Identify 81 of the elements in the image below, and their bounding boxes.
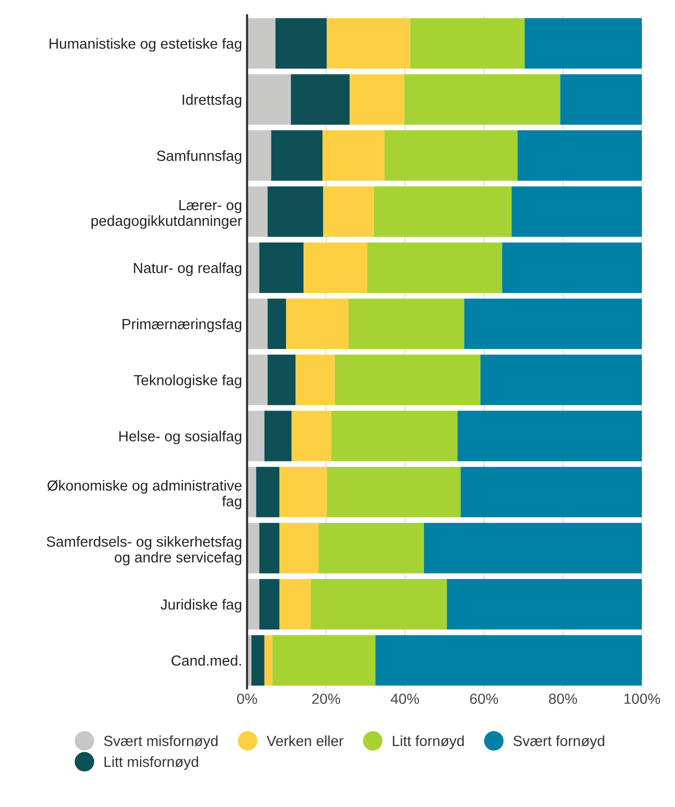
x-tick-label: 80%: [548, 694, 578, 704]
y-tick-label: Juridiske fag: [160, 598, 242, 613]
bar: [247, 186, 268, 237]
bar: [296, 354, 335, 406]
bar: [247, 354, 268, 406]
bar: [268, 354, 296, 406]
bar: [259, 242, 304, 293]
bar: [374, 186, 512, 237]
y-tick-label: Humanistiske og estetiske fag: [50, 38, 242, 52]
x-tick-label: 20%: [312, 694, 340, 704]
bar: [272, 635, 376, 686]
y-tick-label: Teknologiske fag: [134, 374, 242, 388]
bar: [247, 18, 276, 69]
bar: [271, 130, 322, 181]
bar: [460, 466, 642, 518]
y-tick-label: Helse- og sosialfag: [119, 430, 242, 444]
bar: [334, 354, 480, 406]
bar: [310, 579, 447, 630]
bar: [251, 635, 264, 686]
y-tick-label: Økonomiske og administrative fag: [47, 480, 242, 510]
bar: [348, 298, 464, 350]
bar: [256, 466, 280, 518]
bar: [292, 410, 332, 462]
x-tick-label: 100%: [624, 694, 660, 704]
bar: [464, 298, 642, 350]
y-tick-label: Natur- og realfag: [134, 262, 242, 276]
bar: [458, 410, 642, 462]
bar: [350, 74, 404, 125]
bar: [502, 242, 642, 293]
bar: [375, 635, 642, 686]
bar: [247, 522, 260, 574]
bar: [410, 18, 525, 69]
bar: [247, 410, 264, 462]
bar: [264, 635, 272, 686]
bar: [384, 130, 518, 181]
bar: [247, 130, 272, 181]
x-tick-label: 40%: [390, 694, 420, 704]
bar: [326, 466, 461, 518]
bar: [247, 298, 268, 350]
bar: [480, 354, 642, 406]
bar: [512, 186, 642, 237]
bar: [323, 186, 374, 237]
bar: [259, 522, 280, 574]
y-tick-label: Samfunnsfag: [156, 150, 242, 164]
bar: [286, 298, 349, 350]
bar: [247, 242, 260, 293]
legend-label: Litt misfornøyd: [104, 756, 198, 770]
y-tick-label: Idrettsfag: [182, 94, 242, 108]
bar: [275, 18, 327, 69]
bar: [268, 298, 286, 350]
y-tick-label: Lærer- og pedagogikkutdanninger: [92, 200, 242, 229]
legend-label: Verken eller: [266, 735, 344, 746]
x-tick-label: 0%: [237, 694, 258, 704]
bar: [279, 579, 311, 630]
bar: [318, 522, 424, 574]
bar: [279, 466, 327, 518]
bar: [560, 74, 642, 125]
bar: [247, 579, 260, 630]
legend-label: Svært misfornøyd: [104, 735, 218, 749]
bar: [424, 522, 642, 574]
legend-label: Litt fornøyd: [392, 735, 464, 749]
bar: [268, 186, 324, 237]
bar: [264, 410, 292, 462]
bar: [446, 579, 642, 630]
bar: [524, 18, 642, 69]
bar: [331, 410, 458, 462]
bar: [259, 579, 280, 630]
y-tick-label: Samferdsels- og sikkerhetsfag og andre servicefag: [46, 536, 242, 566]
bar: [322, 130, 384, 181]
bar: [290, 74, 350, 125]
x-tick-label: 60%: [470, 694, 498, 704]
bar: [279, 522, 319, 574]
bar: [404, 74, 560, 125]
y-tick-label: Primærnæringsfag: [122, 318, 242, 332]
bar: [326, 18, 410, 69]
bar: [304, 242, 368, 293]
bar: [247, 74, 291, 125]
legend-label: Svært fornøyd: [513, 735, 604, 749]
bar: [518, 130, 642, 181]
y-tick-label: Cand.med.: [172, 655, 241, 666]
bar: [367, 242, 502, 293]
